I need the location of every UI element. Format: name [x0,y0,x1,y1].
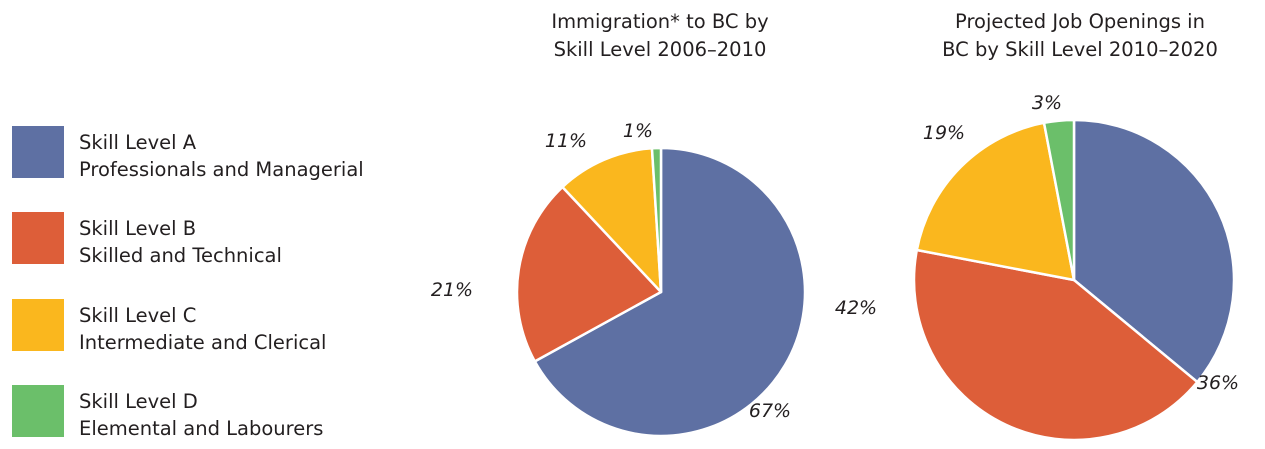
legend: Skill Level A Professionals and Manageri… [0,0,420,441]
chart-title-job-openings-line1: Projected Job Openings in [955,10,1205,33]
chart-title-job-openings-line2: BC by Skill Level 2010–2020 [942,38,1218,61]
legend-item-skill-level-b: Skill Level B Skilled and Technical [12,212,422,276]
chart-title-job-openings: Projected Job Openings in BC by Skill Le… [930,8,1230,64]
pie-slice-immigration-d [650,146,663,294]
pie-label-immigration-c: 11% [545,130,587,152]
pie-label-immigration-a: 67% [749,400,791,422]
legend-swatch-c [12,299,64,351]
pie-label-immigration-d: 1% [623,120,653,142]
legend-label-c-line1: Skill Level C [79,304,197,327]
pie-label-job-openings-d: 3% [1032,92,1062,114]
pie-slice-immigration-b [515,185,663,363]
pie-slice-job-openings-b [912,248,1199,441]
legend-label-a: Skill Level A Professionals and Manageri… [79,129,364,183]
pie-label-job-openings-b: 42% [835,297,877,319]
legend-swatch-a [12,126,64,178]
pie-label-job-openings-c: 19% [923,122,965,144]
pie-slice-job-openings-c [915,121,1076,282]
legend-item-skill-level-a: Skill Level A Professionals and Manageri… [12,126,422,190]
chart-title-immigration: Immigration* to BC by Skill Level 2006–2… [520,8,800,64]
legend-label-b-line1: Skill Level B [79,217,197,240]
chart-title-immigration-line2: Skill Level 2006–2010 [553,38,767,61]
legend-label-d-line2: Elemental and Labourers [79,417,324,440]
pie-slice-job-openings-d [1042,118,1076,282]
legend-label-d-line1: Skill Level D [79,390,198,413]
legend-label-a-line1: Skill Level A [79,131,197,154]
legend-swatch-d [12,385,64,437]
legend-label-c: Skill Level C Intermediate and Clerical [79,302,326,356]
pie-label-immigration-b: 21% [431,279,473,301]
pie-immigration: 67% 21% 11% 1% [431,120,807,438]
legend-label-a-line2: Professionals and Managerial [79,158,364,181]
legend-label-b: Skill Level B Skilled and Technical [79,215,282,269]
legend-swatch-b [12,212,64,264]
legend-item-skill-level-c: Skill Level C Intermediate and Clerical [12,299,422,363]
legend-label-b-line2: Skilled and Technical [79,244,282,267]
pie-label-job-openings-a: 36% [1197,372,1239,394]
legend-label-c-line2: Intermediate and Clerical [79,331,327,354]
pie-slice-immigration-c [561,147,663,294]
pie-slice-job-openings-a [1072,118,1236,384]
legend-label-d: Skill Level D Elemental and Labourers [79,388,323,442]
legend-item-skill-level-d: Skill Level D Elemental and Labourers [12,385,422,449]
pie-job-openings: 36% 42% 19% 3% [835,92,1239,441]
pie-slice-immigration-a [533,146,807,438]
chart-title-immigration-line1: Immigration* to BC by [551,10,769,33]
